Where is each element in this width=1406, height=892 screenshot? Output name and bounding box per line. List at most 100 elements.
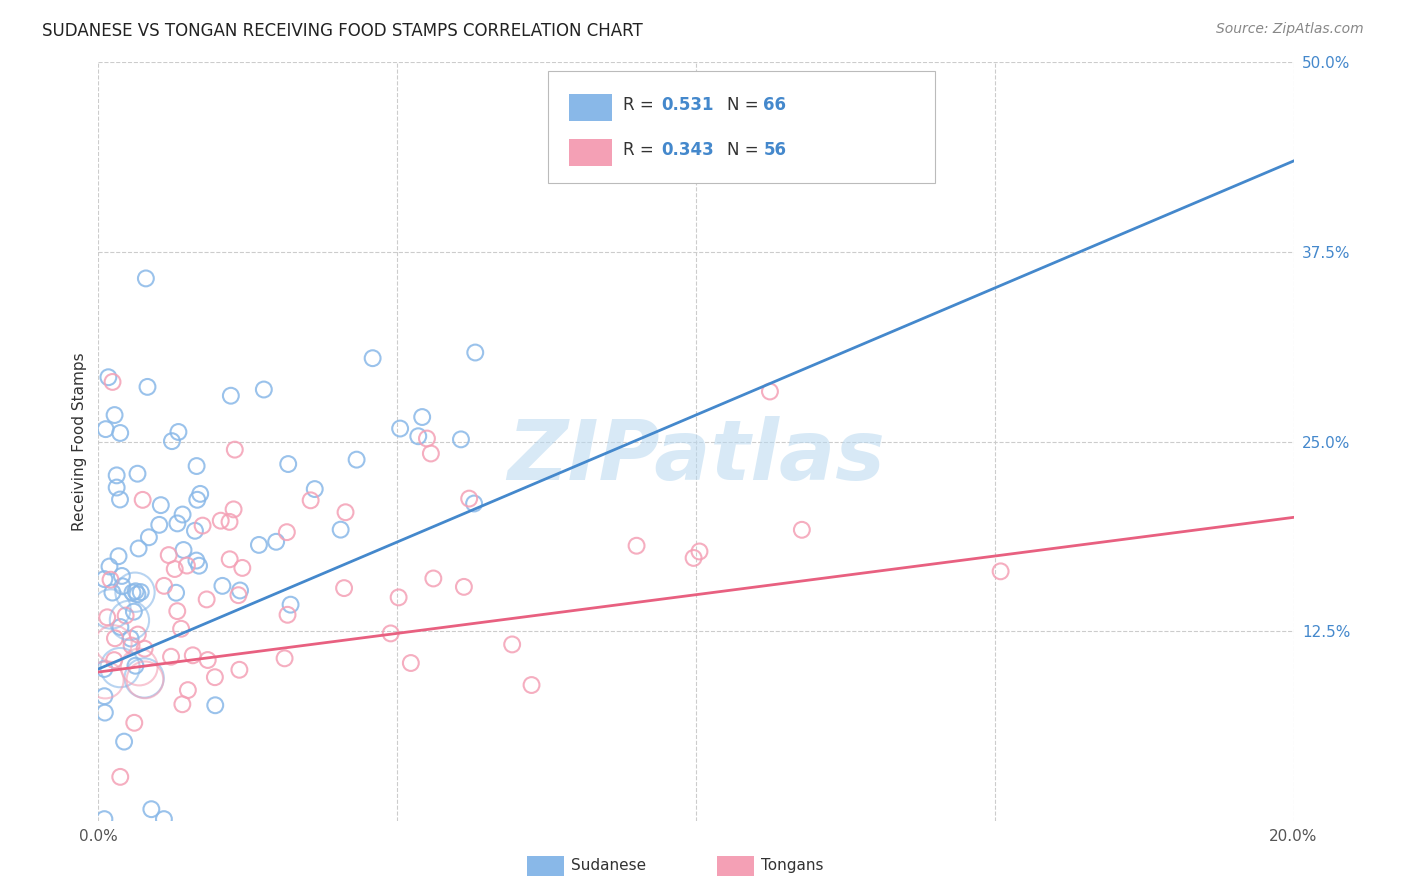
Point: [450, 433, 472, 447]
Point: [134, 641, 156, 656]
Point: [453, 580, 475, 594]
Point: [463, 496, 485, 510]
Point: [253, 383, 276, 397]
Point: [97, 370, 120, 384]
Point: [280, 598, 302, 612]
Point: [96, 610, 118, 624]
Text: R =: R =: [623, 141, 659, 159]
Point: [204, 670, 226, 684]
Point: [184, 524, 207, 538]
Point: [380, 626, 402, 640]
Point: [103, 637, 125, 651]
Point: [273, 651, 295, 665]
Point: [124, 658, 146, 673]
Point: [136, 380, 159, 394]
Text: 66: 66: [763, 95, 786, 113]
Point: [277, 457, 299, 471]
Point: [112, 734, 135, 748]
Point: [124, 585, 146, 599]
Point: [186, 492, 208, 507]
Point: [682, 550, 704, 565]
Point: [160, 649, 183, 664]
Point: [172, 508, 194, 522]
Point: [209, 514, 232, 528]
Point: [229, 583, 252, 598]
Point: [218, 552, 240, 566]
Point: [219, 389, 242, 403]
Text: ZIPatlas: ZIPatlas: [508, 417, 884, 497]
Point: [218, 515, 240, 529]
Point: [197, 653, 219, 667]
Point: [101, 375, 124, 389]
Text: 0.343: 0.343: [661, 141, 714, 159]
Point: [107, 549, 129, 564]
Point: [141, 802, 163, 816]
Point: [100, 573, 122, 587]
Point: [131, 492, 153, 507]
Text: R =: R =: [623, 95, 659, 113]
Point: [388, 591, 411, 605]
Point: [134, 671, 156, 685]
Text: N =: N =: [727, 95, 763, 113]
Point: [204, 698, 226, 713]
Point: [333, 581, 356, 595]
Point: [167, 425, 190, 439]
Point: [122, 605, 145, 619]
Point: [108, 425, 131, 440]
Point: [124, 715, 146, 730]
Point: [520, 678, 543, 692]
Point: [110, 770, 132, 784]
Text: Sudanese: Sudanese: [571, 858, 645, 872]
Text: N =: N =: [727, 141, 763, 159]
Point: [389, 421, 412, 435]
Point: [114, 608, 136, 623]
Point: [149, 498, 172, 512]
Point: [176, 558, 198, 573]
Point: [177, 683, 200, 698]
Point: [416, 432, 439, 446]
Point: [299, 493, 322, 508]
Point: [276, 525, 298, 540]
Point: [138, 530, 160, 544]
Point: [422, 572, 444, 586]
Point: [335, 505, 357, 519]
Point: [166, 604, 188, 618]
Point: [990, 565, 1012, 579]
Point: [186, 553, 208, 567]
Point: [277, 607, 299, 622]
Point: [127, 627, 149, 641]
Point: [110, 620, 132, 634]
Point: [121, 639, 143, 653]
Point: [170, 622, 193, 636]
Point: [163, 562, 186, 576]
Point: [172, 698, 194, 712]
Point: [222, 502, 245, 516]
Point: [346, 452, 368, 467]
Point: [93, 689, 115, 703]
Point: [264, 534, 287, 549]
Point: [211, 579, 233, 593]
Point: [688, 544, 710, 558]
Point: [93, 662, 115, 676]
Point: [153, 812, 176, 826]
Point: [626, 539, 648, 553]
Point: [103, 653, 125, 667]
Point: [399, 656, 422, 670]
Text: 56: 56: [763, 141, 786, 159]
Point: [191, 518, 214, 533]
Point: [104, 632, 127, 646]
Text: Source: ZipAtlas.com: Source: ZipAtlas.com: [1216, 22, 1364, 37]
Point: [128, 541, 150, 556]
Point: [165, 586, 187, 600]
Point: [166, 516, 188, 531]
Point: [111, 579, 134, 593]
Point: [135, 271, 157, 285]
Point: [228, 663, 250, 677]
Point: [118, 613, 141, 627]
Point: [94, 706, 117, 720]
Point: [148, 517, 170, 532]
Y-axis label: Receiving Food Stamps: Receiving Food Stamps: [72, 352, 87, 531]
Point: [224, 442, 246, 457]
Point: [120, 632, 142, 646]
Point: [94, 673, 117, 687]
